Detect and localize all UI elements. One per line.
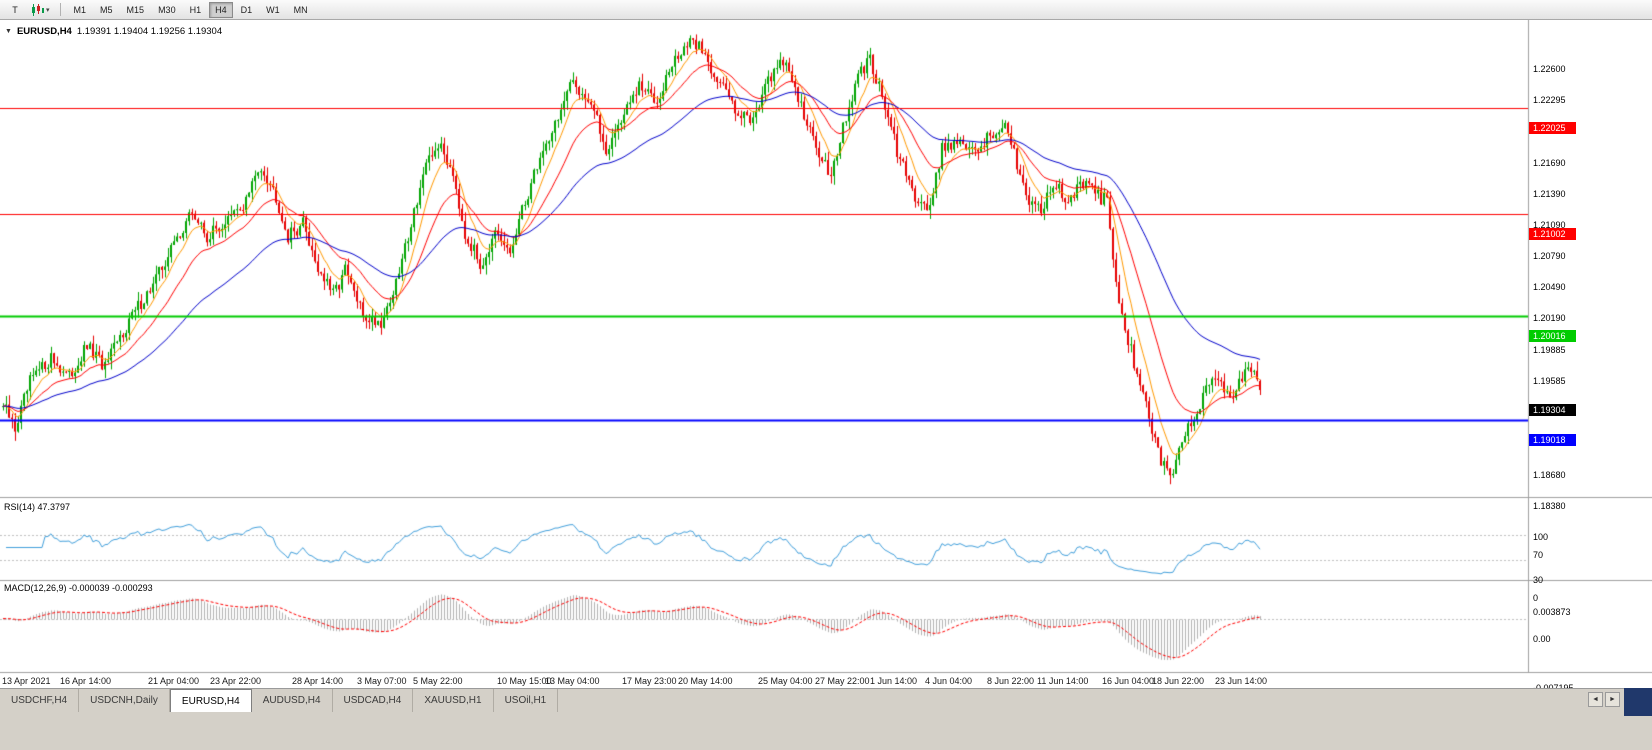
- time-axis-label: 11 Jun 14:00: [1037, 676, 1089, 686]
- price-axis-tick: 1.22600: [1533, 63, 1566, 74]
- time-axis-label: 23 Jun 14:00: [1215, 676, 1268, 686]
- symbol-tab-AUDUSD-H4[interactable]: AUDUSD,H4: [252, 689, 333, 712]
- collapse-arrow-icon[interactable]: ▼: [5, 28, 12, 35]
- dropdown-arrow-icon: ▾: [46, 6, 50, 14]
- tab-scroll-right-icon[interactable]: ►: [1605, 692, 1620, 707]
- price-axis-tick: 1.21690: [1533, 157, 1566, 168]
- hline-price-tag[interactable]: 1.19018: [1529, 433, 1576, 446]
- time-axis-label: 4 Jun 04:00: [925, 676, 973, 686]
- symbol-tab-EURUSD-H4[interactable]: EURUSD,H4: [169, 689, 252, 712]
- time-axis-label: 10 May 15:00: [497, 676, 552, 686]
- time-axis-label: 5 May 22:00: [413, 676, 463, 686]
- symbol-tab-USDCAD-H4[interactable]: USDCAD,H4: [333, 689, 414, 712]
- timeframe-button-W1[interactable]: W1: [266, 4, 280, 15]
- time-axis-label: 18 Jun 22:00: [1152, 676, 1205, 686]
- tab-scroll-controls: ◄ ►: [1588, 688, 1620, 707]
- symbol-tab-USDCHF-H4[interactable]: USDCHF,H4: [0, 689, 80, 712]
- price-axis-tick: 1.21090: [1533, 220, 1566, 231]
- symbol-tab-USOil-H1[interactable]: USOil,H1: [494, 689, 559, 712]
- templates-button[interactable]: T: [12, 4, 18, 15]
- timeframe-button-M1[interactable]: M1: [73, 4, 87, 15]
- rsi-axis-tick: 70: [1533, 550, 1544, 561]
- toolbar: T ▾ M1 M5 M15 M30 H1 H4 D1 W1 MN: [0, 0, 1652, 20]
- chart-ohlc-values: 1.19391 1.19404 1.19256 1.19304: [76, 26, 223, 37]
- timeframe-button-H1[interactable]: H1: [189, 4, 202, 15]
- time-axis-label: 13 Apr 2021: [2, 676, 51, 686]
- time-axis-label: 27 May 22:00: [815, 676, 870, 686]
- candlestick-icon: [32, 3, 44, 16]
- time-axis-label: 28 Apr 14:00: [292, 676, 344, 686]
- window-corner: [1624, 688, 1652, 716]
- timeframe-button-M5[interactable]: M5: [100, 4, 113, 15]
- hline-price-tag[interactable]: 1.22025: [1529, 122, 1576, 135]
- time-axis-label: 16 Apr 14:00: [60, 676, 112, 686]
- toolbar-separator: [59, 3, 61, 16]
- macd-axis-tick: 0.003873: [1533, 607, 1571, 617]
- time-axis-label: 20 May 14:00: [678, 676, 733, 686]
- chart-tabs: USDCHF,H4 USDCNH,Daily EURUSD,H4 AUDUSD,H4 U…: [0, 689, 559, 712]
- macd-indicator-label: MACD(12,26,9) -0.000039 -0.000293: [4, 583, 153, 593]
- time-axis-label: 17 May 23:00: [622, 676, 677, 686]
- price-axis-tick: 1.20190: [1533, 313, 1566, 324]
- price-axis-tick: 1.18380: [1533, 500, 1566, 511]
- time-axis-label: 25 May 04:00: [758, 676, 813, 686]
- time-axis-label: 23 Apr 22:00: [210, 676, 262, 686]
- chart-ohlc-header: ▼ EURUSD,H4 1.19391 1.19404 1.19256 1.19…: [5, 26, 222, 37]
- price-axis-tick: 1.19585: [1533, 375, 1566, 386]
- timeframe-button-H4[interactable]: H4: [209, 1, 233, 18]
- rsi-axis-tick: 0: [1533, 593, 1539, 603]
- chart-window: ▼ EURUSD,H4 1.19391 1.19404 1.19256 1.19…: [0, 20, 1652, 693]
- time-axis-label: 8 Jun 22:00: [987, 676, 1035, 686]
- chart-symbol-label: EURUSD,H4: [16, 26, 72, 37]
- timeframe-button-MN[interactable]: MN: [293, 4, 308, 15]
- timeframe-button-D1[interactable]: D1: [240, 4, 253, 15]
- symbol-tab-USDCNH-Daily[interactable]: USDCNH,Daily: [79, 689, 170, 712]
- price-axis-tick: 1.20790: [1533, 251, 1566, 262]
- price-axis-tick: 1.19885: [1533, 344, 1566, 355]
- chart-canvas[interactable]: [0, 20, 1652, 688]
- time-axis-label: 16 Jun 04:00: [1102, 676, 1155, 686]
- chart-tab-bar: USDCHF,H4 USDCNH,Daily EURUSD,H4 AUDUSD,H4 U…: [0, 688, 1652, 712]
- timeframe-button-group: M1 M5 M15 M30 H1 H4 D1 W1 MN: [68, 1, 314, 18]
- time-axis-label: 21 Apr 04:00: [148, 676, 200, 686]
- price-axis-tick: 1.21390: [1533, 189, 1566, 199]
- chart-style-icon[interactable]: ▾: [28, 2, 53, 18]
- current-price-tag: 1.19304: [1529, 404, 1576, 417]
- price-axis-tick: 1.22295: [1533, 95, 1566, 106]
- timeframe-button-M30[interactable]: M30: [158, 4, 176, 15]
- macd-axis-tick: 0.00: [1533, 633, 1551, 644]
- symbol-tab-XAUUSD-H1[interactable]: XAUUSD,H1: [413, 689, 494, 712]
- rsi-indicator-label: RSI(14) 47.3797: [4, 502, 71, 512]
- rsi-axis-tick: 30: [1533, 574, 1544, 585]
- hline-price-tag[interactable]: 1.21002: [1529, 228, 1576, 241]
- time-axis-label: 1 Jun 14:00: [870, 676, 918, 686]
- time-axis-label: 13 May 04:00: [545, 676, 600, 686]
- tab-scroll-left-icon[interactable]: ◄: [1588, 692, 1603, 707]
- rsi-axis-tick: 100: [1533, 532, 1549, 542]
- time-axis-label: 3 May 07:00: [357, 676, 407, 686]
- price-axis-tick: 1.18680: [1533, 469, 1566, 480]
- timeframe-button-M15[interactable]: M15: [126, 4, 145, 15]
- price-axis-tick: 1.20490: [1533, 282, 1566, 293]
- hline-price-tag[interactable]: 1.20016: [1529, 330, 1576, 343]
